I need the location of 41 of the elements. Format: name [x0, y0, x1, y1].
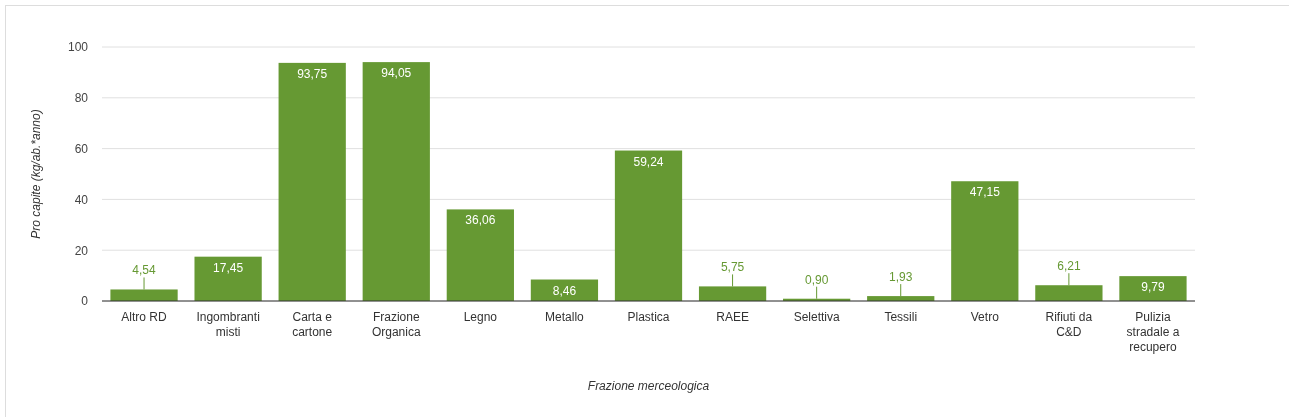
- data-label: 36,06: [465, 213, 496, 228]
- x-tick-label: Altro RD: [121, 310, 168, 324]
- bar: [951, 181, 1019, 301]
- x-tick-label: Ingombranti misti: [196, 310, 260, 339]
- y-axis-title: Pro capite (kg/ab.*anno): [29, 109, 43, 239]
- x-axis-title: Frazione merceologica: [587, 379, 710, 393]
- bar: [446, 209, 514, 301]
- data-label: 1,93: [889, 270, 913, 285]
- y-tick-label: 80: [74, 91, 89, 106]
- bar: [362, 62, 430, 301]
- data-label: 59,24: [633, 154, 664, 169]
- y-tick-label: 0: [81, 294, 89, 309]
- y-tick-label: 40: [74, 192, 89, 207]
- data-label: 4,54: [132, 263, 157, 278]
- data-label: 5,75: [720, 260, 745, 275]
- x-tick-label: Rifiuti da C&D: [1045, 310, 1093, 339]
- data-label: 17,45: [213, 260, 244, 275]
- y-tick-label: 20: [74, 243, 89, 258]
- bar: [1119, 276, 1187, 301]
- bar: [194, 256, 262, 301]
- data-label: 94,05: [381, 66, 412, 81]
- x-tick-label: Selettiva: [793, 310, 840, 324]
- data-label: 0,90: [804, 272, 829, 287]
- x-tick-label: Carta e cartone: [292, 310, 333, 339]
- y-tick-label: 60: [74, 141, 89, 156]
- x-tick-label: Frazione Organica: [371, 310, 421, 339]
- bar: [278, 62, 346, 301]
- data-label: 9,79: [1141, 280, 1165, 295]
- x-tick-label: Vetro: [970, 310, 1000, 324]
- data-label: 8,46: [552, 283, 577, 298]
- x-tick-label: Tessili: [884, 310, 918, 324]
- data-label: 93,75: [297, 66, 328, 81]
- x-tick-label: Metallo: [545, 310, 585, 324]
- data-label: 47,15: [969, 185, 1001, 200]
- x-tick-label: Plastica: [627, 310, 670, 324]
- x-tick-label: RAEE: [716, 310, 749, 324]
- data-label: 6,21: [1057, 259, 1081, 274]
- y-tick-label: 100: [67, 40, 89, 55]
- x-tick-label: Legno: [463, 310, 498, 324]
- bar: [614, 150, 683, 301]
- x-tick-label: Pulizia stradale a recupero: [1126, 310, 1180, 354]
